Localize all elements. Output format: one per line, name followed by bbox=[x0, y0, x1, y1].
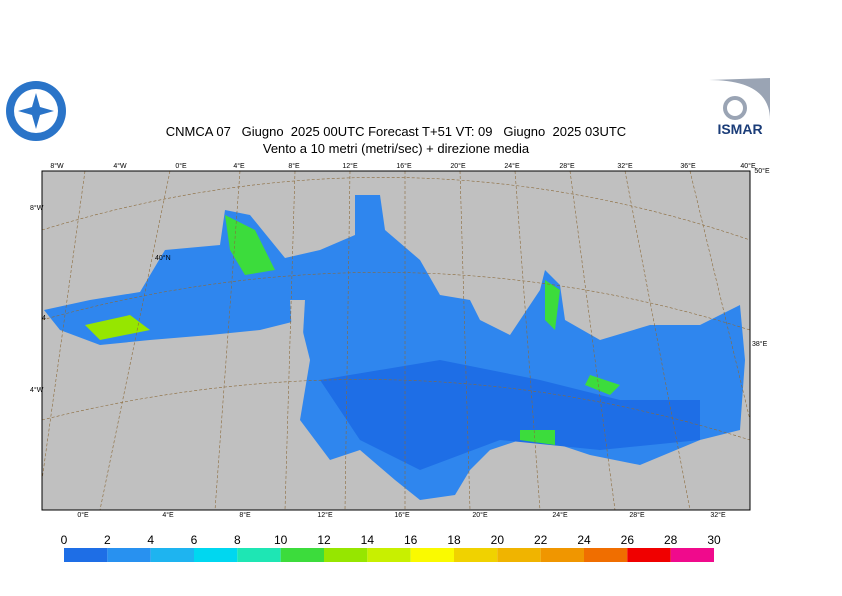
map-subtitle: Vento a 10 metri (metri/sec) + direzione… bbox=[263, 141, 530, 156]
longitude-label: 24°E bbox=[504, 162, 520, 170]
latitude-label: 4°W bbox=[30, 386, 44, 394]
colorbar-box bbox=[194, 548, 238, 562]
colorbar-label: 20 bbox=[491, 533, 505, 547]
colorbar-label: 0 bbox=[61, 533, 68, 547]
colorbar-label: 8 bbox=[234, 533, 241, 547]
colorbar-box bbox=[150, 548, 194, 562]
longitude-label: 4°E bbox=[162, 511, 174, 519]
latitude-label: 4 bbox=[42, 315, 46, 322]
colorbar-box bbox=[367, 548, 411, 562]
colorbar-box bbox=[454, 548, 498, 562]
longitude-label: 0°E bbox=[77, 511, 89, 519]
longitude-label: 4°E bbox=[233, 162, 245, 170]
longitude-label: 16°E bbox=[396, 162, 412, 170]
colorbar-box bbox=[497, 548, 541, 562]
logo-left bbox=[6, 81, 66, 141]
longitude-label: 0°E bbox=[175, 162, 187, 170]
colorbar-label: 14 bbox=[361, 533, 375, 547]
longitude-label: 8°W bbox=[50, 162, 64, 170]
colorbar-label: 24 bbox=[577, 533, 591, 547]
colorbar-label: 2 bbox=[104, 533, 111, 547]
longitude-label: 50°E bbox=[754, 167, 770, 175]
colorbar-box bbox=[280, 548, 324, 562]
colorbar-label: 10 bbox=[274, 533, 288, 547]
colorbar-label: 12 bbox=[317, 533, 331, 547]
longitude-label: 28°E bbox=[629, 511, 645, 519]
longitude-label: 40°E bbox=[740, 162, 756, 170]
longitude-label: 12°E bbox=[342, 162, 358, 170]
colorbar-label: 6 bbox=[191, 533, 198, 547]
colorbar-box bbox=[584, 548, 628, 562]
colorbar-box bbox=[410, 548, 454, 562]
colorbar-box bbox=[670, 548, 714, 562]
longitude-label: 8°E bbox=[288, 162, 300, 170]
colorbar-label: 16 bbox=[404, 533, 418, 547]
longitude-label: 28°E bbox=[559, 162, 575, 170]
colorbar-label: 18 bbox=[447, 533, 461, 547]
logo-right: ISMAR bbox=[709, 78, 771, 140]
colorbar-box bbox=[237, 548, 281, 562]
latitude-label: 8°W bbox=[30, 204, 44, 212]
colorbar-label: 30 bbox=[707, 533, 721, 547]
map bbox=[41, 170, 751, 511]
logo-text: ISMAR bbox=[717, 121, 762, 137]
colorbar-box bbox=[64, 548, 108, 562]
colorbar-box bbox=[540, 548, 584, 562]
longitude-label: 20°E bbox=[472, 511, 488, 519]
longitude-label: 8°E bbox=[239, 511, 251, 519]
longitude-label: 32°E bbox=[617, 162, 633, 170]
colorbar-label: 28 bbox=[664, 533, 678, 547]
latitude-label: 40°N bbox=[155, 254, 171, 262]
latitude-label: 38°E bbox=[752, 340, 768, 348]
longitude-label: 36°E bbox=[680, 162, 696, 170]
colorbar: 0 2 4 6 8 10 12 14 16 18 20 22 24 26 28 30 bbox=[61, 533, 721, 562]
longitude-label: 12°E bbox=[317, 511, 333, 519]
colorbar-label: 26 bbox=[621, 533, 635, 547]
longitude-label: 16°E bbox=[394, 511, 410, 519]
colorbar-label: 22 bbox=[534, 533, 548, 547]
longitude-label: 24°E bbox=[552, 511, 568, 519]
longitude-label: 32°E bbox=[710, 511, 726, 519]
colorbar-box bbox=[324, 548, 368, 562]
map-title: CNMCA 07 Giugno 2025 00UTC Forecast T+51… bbox=[166, 124, 626, 139]
colorbar-box bbox=[627, 548, 671, 562]
colorbar-label: 4 bbox=[147, 533, 154, 547]
longitude-label: 4°W bbox=[113, 162, 127, 170]
longitude-label: 20°E bbox=[450, 162, 466, 170]
colorbar-box bbox=[107, 548, 151, 562]
